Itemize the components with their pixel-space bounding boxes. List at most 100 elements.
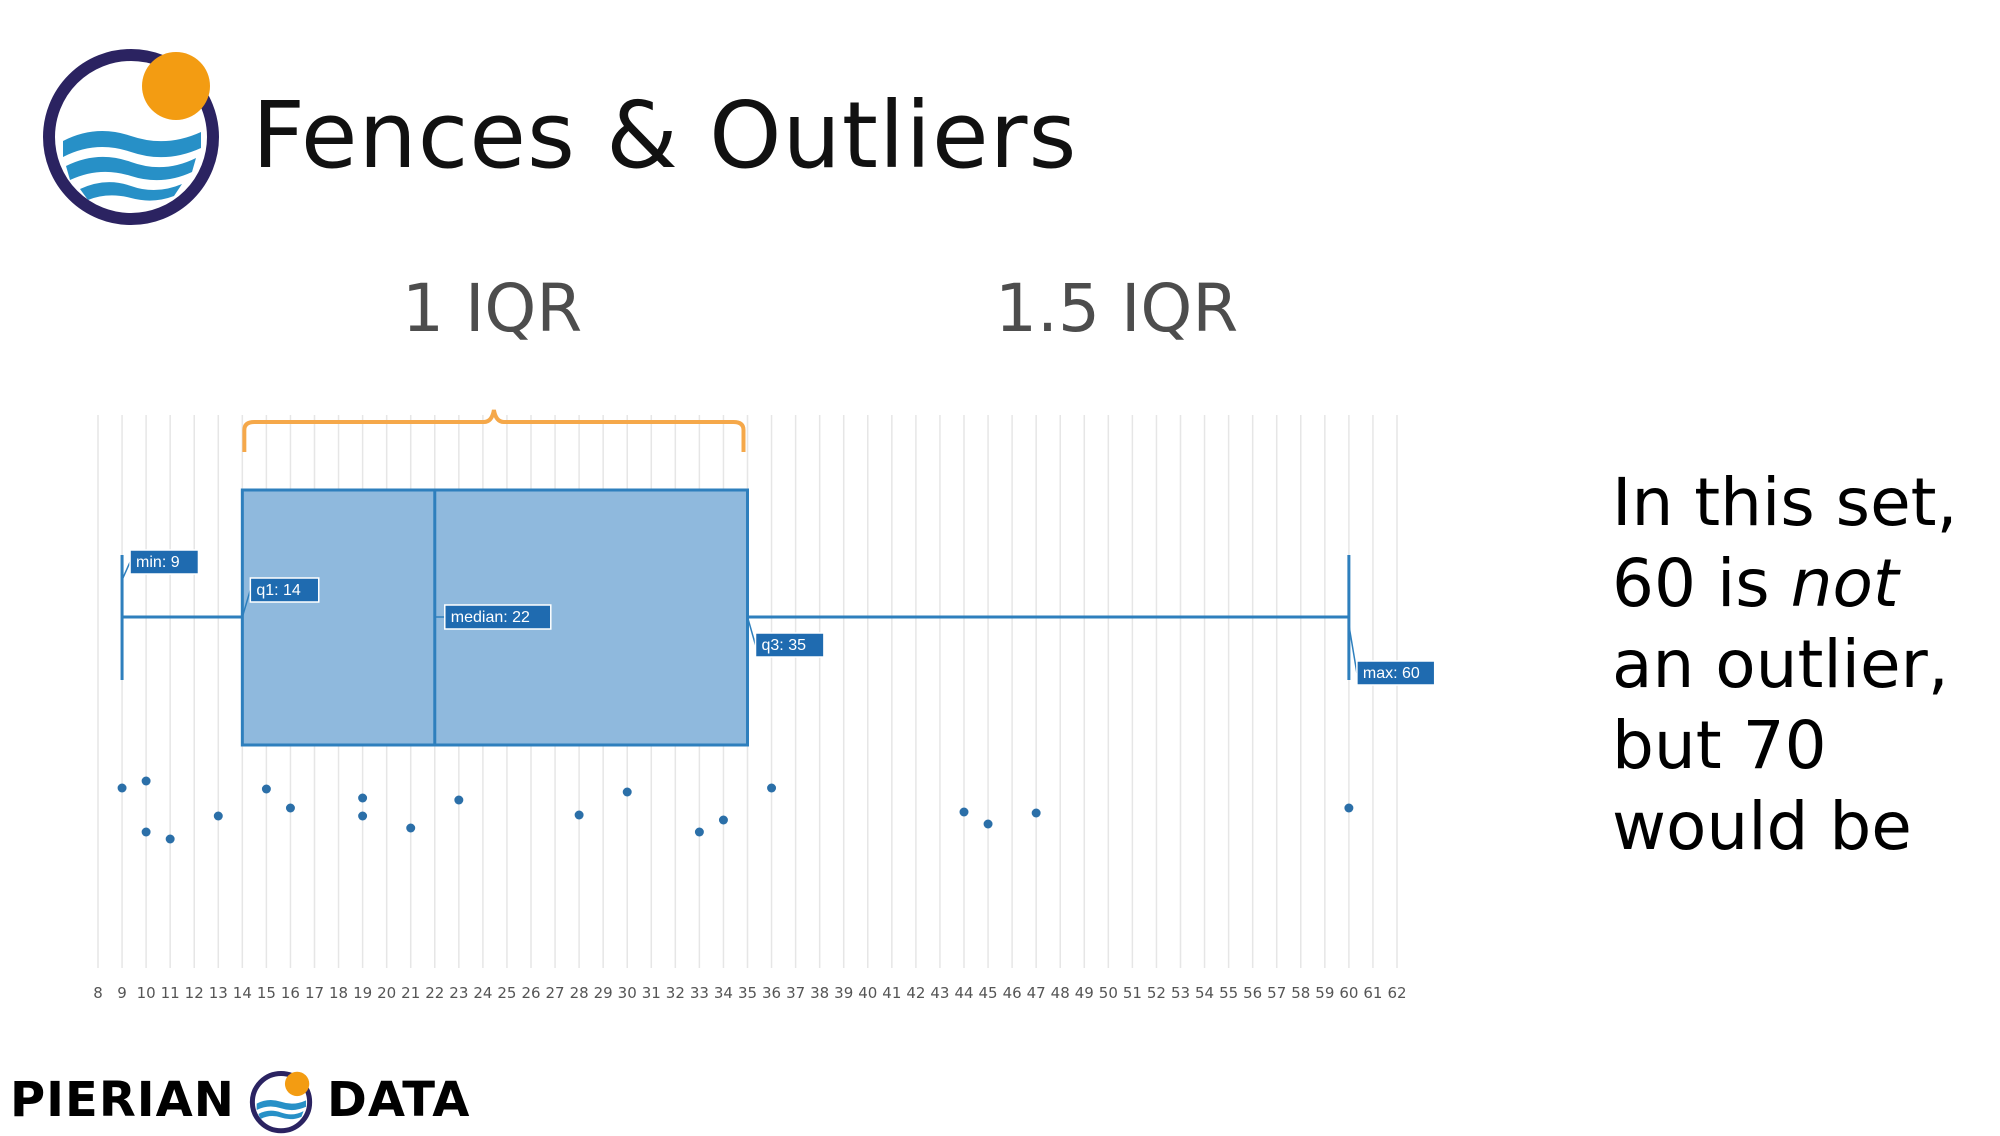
side-note-line: would be [1612, 788, 1912, 865]
x-tick-label: 47 [1027, 984, 1046, 1002]
stat-label-box [754, 632, 825, 658]
data-point [622, 787, 632, 797]
data-point [358, 793, 368, 803]
x-tick-label: 35 [738, 984, 757, 1002]
x-tick-label: 23 [449, 984, 468, 1002]
data-point [406, 823, 416, 833]
x-tick-label: 58 [1291, 984, 1310, 1002]
iqr-label: 1 IQR [402, 270, 583, 347]
data-point [718, 815, 728, 825]
x-tick-label: 16 [281, 984, 300, 1002]
x-tick-label: 57 [1267, 984, 1286, 1002]
data-point [165, 834, 175, 844]
x-tick-label: 22 [425, 984, 444, 1002]
x-tick-label: 24 [473, 984, 492, 1002]
side-note-text: 60 is [1612, 545, 1791, 622]
brand-word-data: DATA [326, 1072, 471, 1128]
x-tick-label: 20 [377, 984, 396, 1002]
data-point [117, 783, 127, 793]
x-tick-label: 45 [979, 984, 998, 1002]
data-points [117, 776, 1354, 844]
x-tick-label: 51 [1123, 984, 1142, 1002]
data-point [694, 827, 704, 837]
x-tick-label: 8 [93, 984, 103, 1002]
footer-logo-icon [249, 1071, 313, 1134]
data-point [983, 819, 993, 829]
data-point [285, 803, 295, 813]
x-tick-label: 49 [1075, 984, 1094, 1002]
x-tick-label: 25 [497, 984, 516, 1002]
x-tick-label: 18 [329, 984, 348, 1002]
side-note-line: In this set, [1612, 464, 1958, 541]
x-tick-label: 56 [1243, 984, 1262, 1002]
x-tick-label: 41 [882, 984, 901, 1002]
stat-label-box [249, 577, 320, 603]
x-tick-label: 26 [521, 984, 540, 1002]
data-point [454, 795, 464, 805]
x-tick-label: 14 [233, 984, 252, 1002]
stat-label-box [444, 604, 552, 630]
footer-brand: PIERIAN DATA [10, 1064, 470, 1136]
label-connector [241, 589, 252, 618]
stat-label-box [1356, 660, 1436, 686]
side-note-line: 60 is not [1612, 543, 1992, 624]
x-tick-label: 62 [1387, 984, 1406, 1002]
side-note-emphasis: not [1790, 545, 1899, 622]
x-tick-label: 11 [161, 984, 180, 1002]
x-tick-label: 15 [257, 984, 276, 1002]
x-tick-label: 55 [1219, 984, 1238, 1002]
data-point [1344, 803, 1354, 813]
logo-sun [142, 52, 210, 120]
x-tick-label: 44 [954, 984, 973, 1002]
data-point [358, 811, 368, 821]
label-connector [746, 616, 757, 646]
x-tick-label: 42 [906, 984, 925, 1002]
x-tick-label: 37 [786, 984, 805, 1002]
data-point [141, 776, 151, 786]
x-tick-label: 40 [858, 984, 877, 1002]
iqr-15-label: 1.5 IQR [995, 270, 1239, 347]
x-tick-label: 52 [1147, 984, 1166, 1002]
x-tick-label: 50 [1099, 984, 1118, 1002]
stat-label-min: min: 9 [136, 554, 180, 571]
boxplot-chart: min: 9 q1: 14 median: 22 q3: 35 max: 60 8 9 10… [93, 409, 1436, 1002]
x-tick-label: 39 [834, 984, 853, 1002]
x-tick-label: 34 [714, 984, 733, 1002]
x-tick-label: 33 [690, 984, 709, 1002]
x-tick-label: 43 [930, 984, 949, 1002]
logo-wave [63, 131, 201, 158]
logo-wave [80, 182, 182, 201]
x-tick-label: 17 [305, 984, 324, 1002]
x-tick-label: 13 [209, 984, 228, 1002]
label-connector [1348, 624, 1358, 674]
stat-label-box [129, 549, 200, 575]
x-tick-label: 54 [1195, 984, 1214, 1002]
x-tick-label: 46 [1003, 984, 1022, 1002]
data-point [213, 811, 223, 821]
x-tick-label: 21 [401, 984, 420, 1002]
data-point [141, 827, 151, 837]
x-tick-label: 36 [762, 984, 781, 1002]
side-note-line: an outlier, [1612, 626, 1949, 703]
x-tick-label: 12 [185, 984, 204, 1002]
data-point [1031, 808, 1041, 818]
x-tick-label: 27 [546, 984, 565, 1002]
stat-label-q3: q3: 35 [762, 637, 807, 654]
x-tick-label: 9 [117, 984, 127, 1002]
brand-word-pierian: PIERIAN [10, 1072, 235, 1128]
x-tick-label: 38 [810, 984, 829, 1002]
x-tick-label: 61 [1363, 984, 1382, 1002]
x-tick-label: 28 [570, 984, 589, 1002]
logo-wave [66, 156, 196, 181]
stat-label-q1: q1: 14 [256, 582, 301, 599]
x-axis-ticks: 8 9 10 11 12 13 14 15 16 17 18 19 20 21 22 23 24 25 26 27 28… [93, 984, 1406, 1002]
x-tick-label: 48 [1051, 984, 1070, 1002]
side-note-line: but 70 [1612, 707, 1827, 784]
stat-labels: min: 9 q1: 14 median: 22 q3: 35 max: 60 [121, 549, 1436, 686]
label-connector [121, 561, 131, 581]
pierian-logo [43, 49, 219, 225]
data-point [767, 783, 777, 793]
data-point [959, 807, 969, 817]
x-tick-label: 59 [1315, 984, 1334, 1002]
stat-label-median: median: 22 [451, 609, 530, 626]
